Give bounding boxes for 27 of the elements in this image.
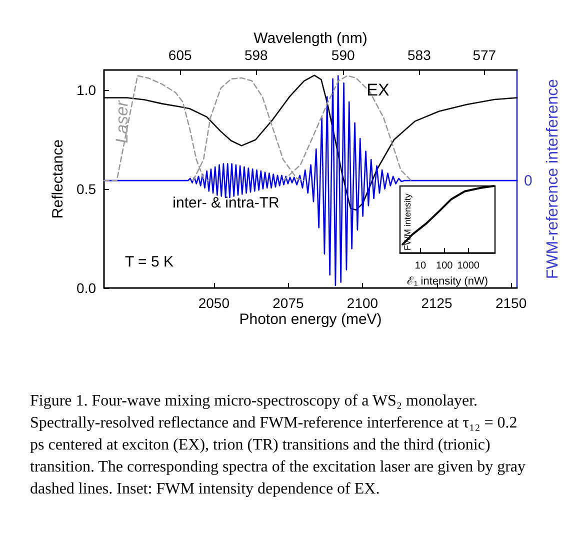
y-axis-title: Reflectance — [50, 139, 67, 219]
x-tick-label: 2125 — [421, 295, 453, 311]
x-tick-label: 2050 — [198, 295, 230, 311]
text: 0 — [524, 172, 532, 190]
y-tick-label: 0.0 — [76, 280, 96, 296]
x-tick-label: 2100 — [346, 295, 378, 311]
annotation: Laser — [112, 99, 132, 144]
x-tick-label: 2075 — [272, 295, 304, 311]
x-axis-title: Photon energy (meV) — [239, 311, 382, 328]
x-tick-label: 10 — [414, 260, 426, 272]
y-tick-label: 1.0 — [76, 82, 96, 98]
caption: Figure 1. Four-wave mixing micro-spectroscopy of a WS₂ monolayer. Spectrally-resolved reflectance and FWM-reference interference at τ₁₂ = 0.2 ps centered at exciton (EX), trion (TR) transitions and the third (trionic) transition. The corresponding spectra of the excitation laser are given by gray dashed lines. Inset: FWM intensity dependence of EX. — [30, 392, 530, 498]
annotation: EX — [366, 80, 390, 100]
x-tick-label: 100 — [436, 260, 454, 272]
x-tick-label: 1000 — [457, 260, 480, 272]
x2-tick-label: 590 — [331, 47, 355, 63]
x-axis-title: ℰ₁ intensity (nW) — [406, 276, 488, 288]
x2-tick-label: 598 — [244, 47, 268, 63]
x2-tick-label: 583 — [408, 47, 432, 63]
x2-axis-title: Wavelength (nm) — [254, 30, 368, 47]
annotation: inter- & intra-TR — [172, 194, 280, 212]
y-tick-label: 0.5 — [76, 180, 96, 197]
x2-tick-label: 577 — [472, 47, 496, 63]
x2-tick-label: 605 — [168, 47, 192, 63]
annotation: T = 5 K — [125, 254, 174, 270]
y2-axis-title: FWM-reference interference — [544, 78, 562, 280]
x-tick-label: 2150 — [495, 295, 527, 311]
